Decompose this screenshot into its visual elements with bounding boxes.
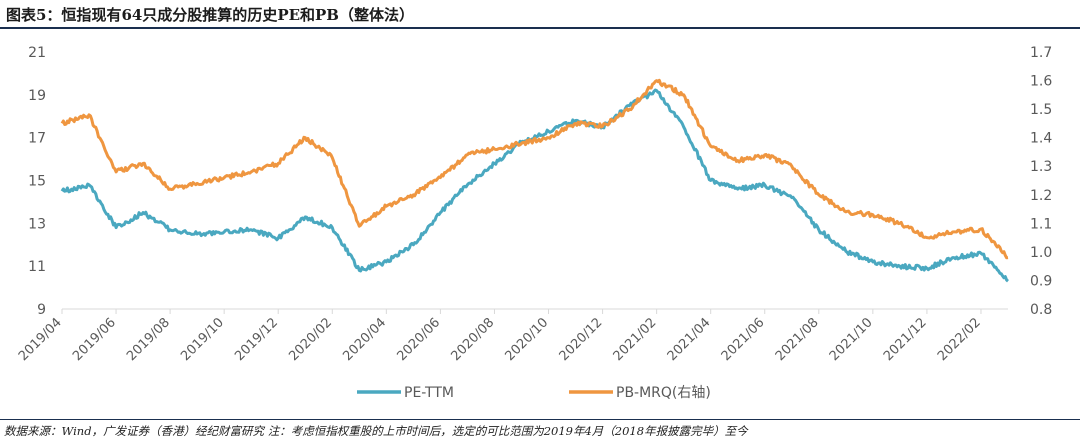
y-left-tick-label: 17 <box>28 131 46 147</box>
x-tick-label: 2021/12 <box>881 315 930 364</box>
x-tick-label: 2020/02 <box>286 315 335 364</box>
y-right-tick-label: 1.2 <box>1030 188 1052 204</box>
x-tick-label: 2019/10 <box>178 315 227 364</box>
x-tick-label: 2019/08 <box>124 315 173 364</box>
y-right-tick-label: 0.9 <box>1030 273 1052 289</box>
y-right-tick-label: 1.0 <box>1030 245 1052 261</box>
y-left-tick-label: 19 <box>28 88 46 104</box>
x-tick-label: 2022/02 <box>935 315 984 364</box>
x-tick-label: 2021/08 <box>773 315 822 364</box>
x-tick-label: 2020/12 <box>557 315 606 364</box>
chart-series <box>60 78 1009 283</box>
y-right-tick-label: 1.1 <box>1030 216 1052 232</box>
x-tick-label: 2020/08 <box>448 315 497 364</box>
y-right-tick-label: 1.5 <box>1030 102 1052 118</box>
x-tick-label: 2021/10 <box>827 315 876 364</box>
legend-label-pb: PB-MRQ(右轴) <box>616 385 711 401</box>
chart-legend: PE-TTM PB-MRQ(右轴) <box>357 385 711 401</box>
y-right-tick-label: 1.3 <box>1030 159 1052 175</box>
y-right-tick-label: 1.7 <box>1030 45 1052 61</box>
legend-label-pe: PE-TTM <box>404 385 454 401</box>
x-tick-label: 2021/02 <box>611 315 660 364</box>
y-left-tick-label: 21 <box>28 45 46 61</box>
x-tick-label: 2019/06 <box>70 315 119 364</box>
y-right-tick-label: 1.4 <box>1030 131 1052 147</box>
y-left-tick-label: 11 <box>28 259 46 275</box>
x-tick-label: 2021/04 <box>665 315 714 364</box>
source-rule <box>0 419 1080 420</box>
x-tick-label: 2021/06 <box>719 315 768 364</box>
chart-axes: 21 19 17 15 13 11 9 1.7 1.6 1.5 1.4 1.3 1.2 1.1 1.0 0.9… <box>16 45 1052 364</box>
series-line-pb-mrq <box>60 78 1009 260</box>
source-note: 数据来源：Wind，广发证券（香港）经纪财富研究 注：考虑恒指权重股的上市时间后… <box>4 424 748 438</box>
title-rule <box>0 27 1080 29</box>
line-chart: 21 19 17 15 13 11 9 1.7 1.6 1.5 1.4 1.3 1.2 1.1 1.0 0.9… <box>16 45 1052 401</box>
y-left-tick-label: 13 <box>28 216 46 232</box>
chart-title: 图表5：恒指现有64只成分股推算的历史PE和PB（整体法） <box>6 6 414 24</box>
y-right-tick-label: 1.6 <box>1030 74 1052 90</box>
x-tick-label: 2019/04 <box>16 315 65 364</box>
x-tick-label: 2020/06 <box>394 315 443 364</box>
series-line-pe-ttm <box>60 88 1009 283</box>
x-tick-label: 2020/04 <box>340 315 389 364</box>
y-left-tick-label: 15 <box>28 174 46 190</box>
y-right-tick-label: 0.8 <box>1030 302 1052 318</box>
y-left-tick-label: 9 <box>37 302 46 318</box>
x-tick-label: 2019/12 <box>232 315 281 364</box>
x-tick-label: 2020/10 <box>503 315 552 364</box>
